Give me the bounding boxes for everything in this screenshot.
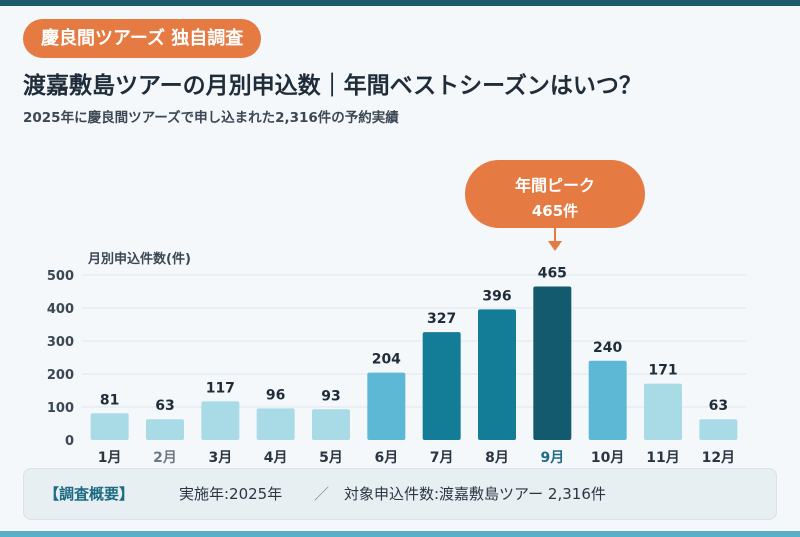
bar-1: [90, 413, 129, 440]
x-tick-label: 9月: [540, 450, 564, 466]
x-tick-label: 7月: [430, 450, 454, 466]
bar-3: [201, 401, 240, 440]
peak-callout: 年間ピーク 465件: [465, 160, 645, 228]
y-tick-label: 500: [47, 269, 74, 284]
bar-12: [699, 419, 738, 440]
survey-badge: 慶良間ツアーズ 独自調査: [23, 19, 262, 58]
summary-separator: ／: [314, 485, 330, 503]
bar-5: [312, 409, 350, 440]
y-tick-label: 0: [65, 434, 74, 449]
data-label: 93: [321, 388, 340, 404]
y-axis-label: 月別申込件数(件): [87, 251, 191, 267]
y-tick-label: 200: [47, 368, 74, 383]
bar-9: [533, 286, 572, 440]
page-title: 渡嘉敷島ツアーの月別申込数｜年間ベストシーズンはいつ？: [23, 73, 642, 99]
peak-callout-label: 年間ピーク: [514, 176, 595, 195]
bar-11: [644, 383, 682, 440]
bar-6: [367, 372, 406, 440]
y-tick-label: 400: [47, 302, 74, 317]
bar-10: [588, 360, 627, 440]
x-tick-label: 5月: [319, 450, 343, 466]
y-tick-label: 300: [47, 335, 74, 350]
x-tick-label: 10月: [591, 450, 624, 466]
data-label: 117: [206, 380, 235, 396]
data-label: 96: [266, 387, 285, 403]
monthly-bookings-chart: 月別申込件数(件) 0 100 200 300 400 500 81 1月 63 2月 117 3月 96…: [47, 251, 746, 466]
bottom-accent-bar: [0, 531, 800, 537]
survey-summary: 【調査概要】 実施年:2025年 ／ 対象申込件数:渡嘉敷島ツアー 2,316件: [23, 468, 777, 520]
x-tick-label: 6月: [374, 450, 398, 466]
x-tick-label: 8月: [485, 450, 509, 466]
data-label: 63: [709, 398, 728, 414]
y-tick-label: 100: [47, 401, 74, 416]
summary-target: 対象申込件数:渡嘉敷島ツアー 2,316件: [344, 485, 606, 503]
x-tick-label: 12月: [702, 450, 735, 466]
bar-2: [146, 419, 184, 440]
data-label: 240: [593, 340, 622, 356]
data-label: 81: [100, 392, 119, 408]
bar-7: [422, 332, 461, 440]
x-tick-label: 3月: [208, 450, 232, 466]
data-label: 396: [482, 288, 511, 304]
x-tick-label: 2月: [153, 450, 177, 466]
summary-label: 【調査概要】: [44, 485, 135, 503]
page-subtitle: 2025年に慶良間ツアーズで申し込まれた2,316件の予約実績: [23, 110, 399, 126]
top-accent-bar: [0, 0, 800, 6]
data-label: 465: [538, 266, 567, 282]
bar-4: [256, 408, 295, 440]
summary-year: 実施年:2025年: [179, 485, 283, 503]
x-tick-label: 11月: [646, 450, 679, 466]
data-label: 204: [372, 352, 401, 368]
peak-callout-value: 465件: [531, 202, 579, 220]
x-tick-label: 4月: [264, 450, 288, 466]
data-label: 63: [155, 398, 174, 414]
x-tick-label: 1月: [98, 450, 122, 466]
down-arrow-icon: [548, 228, 562, 251]
data-label: 327: [427, 311, 456, 327]
bar-8: [478, 309, 516, 440]
data-label: 171: [648, 363, 677, 379]
